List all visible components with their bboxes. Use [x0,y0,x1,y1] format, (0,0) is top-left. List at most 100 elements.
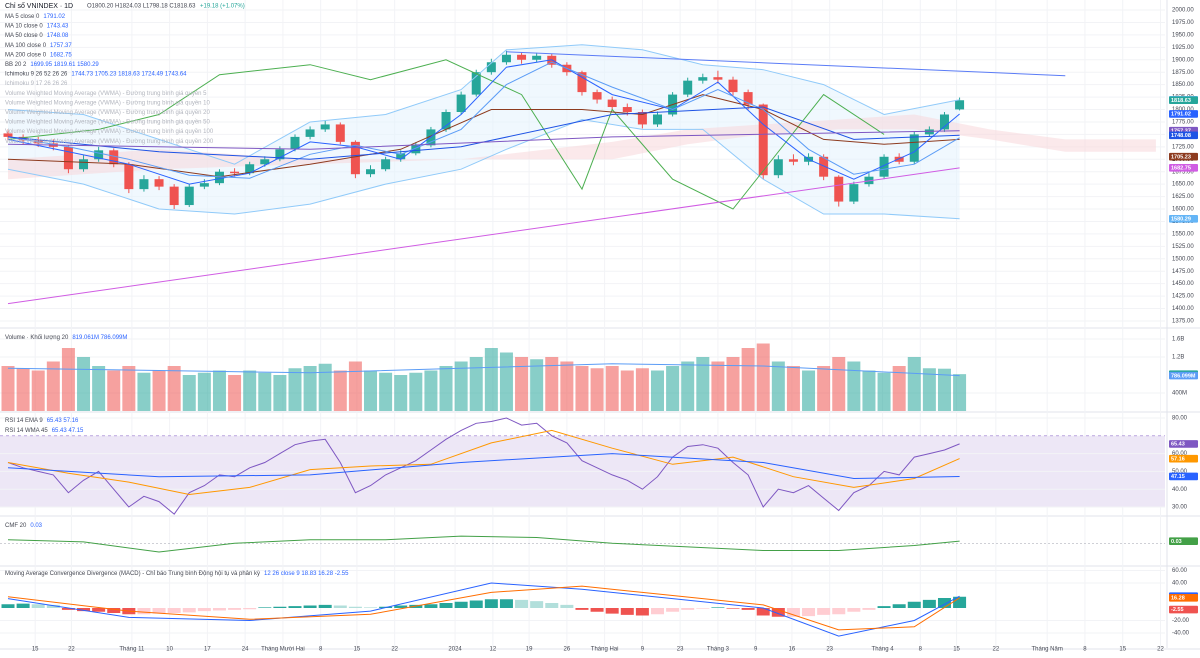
value-tag-label: 1748.08 [1171,133,1191,139]
volume-bar [243,370,257,411]
macd-histogram-bar [741,608,755,610]
volume-bar [681,361,695,411]
x-tick-label: Tháng 11 [119,647,145,653]
macd-histogram-bar [696,608,710,609]
volume-bar [273,375,287,411]
value-tag-label: 16.28 [1171,595,1185,601]
bollinger-fill [8,44,960,219]
x-tick-label: 22 [1157,647,1164,653]
volume-bar [560,361,574,411]
macd-histogram-bar [16,603,30,608]
macd-histogram-bar [590,608,604,612]
macd-histogram-bar [635,608,649,616]
volume-bar [499,352,513,411]
macd-histogram-bar [197,608,211,612]
legend-entry: Volume Weighted Moving Average (VWMA) - … [5,129,214,135]
candle-body [79,159,89,170]
volume-bar [424,370,438,411]
candle-body [456,94,466,113]
indicator-line [7,59,960,185]
macd-histogram-bar [666,608,680,612]
value-tag [1169,131,1198,140]
legend-entry: Volume Weighted Moving Average (VWMA) - … [5,110,211,116]
volume-bar [741,348,755,411]
legend-values: 1743.43 [47,23,69,29]
legend-entry: MA 200 close 0 1682.75 [5,52,72,58]
candle-body [335,124,345,142]
volume-bar [620,370,634,411]
legend-label: MA 100 close 0 [5,42,47,48]
macd-histogram-bar [364,607,378,608]
legend-values: 65.43 57.16 [47,418,79,424]
legend-label: Moving Average Convergence Divergence (M… [5,570,260,577]
macd-histogram-bar [711,607,725,608]
macd-histogram-bar [288,606,302,608]
legend-label: CMF 20 [5,523,27,529]
volume-bar [107,370,121,411]
macd-histogram-bar [771,608,785,617]
y-tick-label: 1525.00 [1172,244,1194,250]
value-tag [1169,110,1198,118]
candle-body [713,77,723,80]
volume-bar [907,357,921,411]
legend-values: 1682.75 [50,52,72,58]
x-tick-label: 22 [68,647,75,653]
volume-bar [862,370,876,411]
volume-bar [515,357,529,411]
candle-body [381,159,391,170]
macd-histogram-bar [847,608,861,612]
ichimoku-cloud [8,114,1156,180]
volume-bar [696,357,710,411]
candle-body [63,146,73,170]
volume-bar [953,374,967,411]
volume-bar [61,348,75,411]
candle-body [834,176,844,202]
candle-body [275,149,285,160]
macd-histogram-bar [258,607,272,608]
legend-values: 1791.02 [43,14,65,20]
candle-body [245,164,255,174]
candle-body [411,145,421,154]
volume-bar [288,368,302,411]
volume-bar [484,348,498,411]
legend-label: MA 50 close 0 [5,33,43,39]
volume-bar [333,370,347,411]
macd-histogram-bar [167,608,181,613]
legend-label: Volume Weighted Moving Average (VWMA) - … [5,129,214,135]
legend-values: 1744.73 1705.23 1818.63 1724.49 1743.64 [71,71,187,77]
volume-bar [31,370,45,411]
candle-body [517,54,527,60]
candle-body [290,136,300,150]
candle-body [577,72,587,93]
volume-bar [379,372,393,411]
volume-bar [802,370,816,411]
candle-body [607,99,617,108]
legend-values: 819.061M 786.099M [72,335,127,341]
value-tag-label: 47.15 [1171,474,1185,480]
volume-bar [364,370,378,411]
y-tick-label: 1375.00 [1172,319,1194,325]
volume-bar [922,368,936,411]
y-tick-label: 2000.00 [1172,8,1194,14]
y-tick-label: 40.00 [1172,487,1188,493]
y-tick-label: 50.00 [1172,469,1188,475]
y-tick-label: 60.00 [1172,568,1188,574]
macd-histogram-bar [515,599,529,608]
value-tag-label: 1705.23 [1171,154,1191,160]
volume-bar [77,357,91,411]
volume-bar [847,361,861,411]
volume-bar [711,361,725,411]
candle-body [260,159,270,165]
legend-entry: RSI 14 WMA 45 65.43 47.15 [5,428,84,434]
value-tag-label: -2.55 [1171,607,1184,613]
legend-label: Ichimoku 9 26 52 26 26 [5,71,68,77]
macd-histogram-bar [303,605,317,608]
macd-histogram-bar [333,605,347,608]
volume-bar [137,372,151,411]
legend-values: 1757.37 [50,42,72,48]
volume-bar [892,366,906,411]
volume-bar [212,370,226,411]
legend-label: Volume Weighted Moving Average (VWMA) - … [5,119,211,125]
y-tick-label: 1725.00 [1172,144,1194,150]
legend-label: BB 20 2 [5,62,27,68]
